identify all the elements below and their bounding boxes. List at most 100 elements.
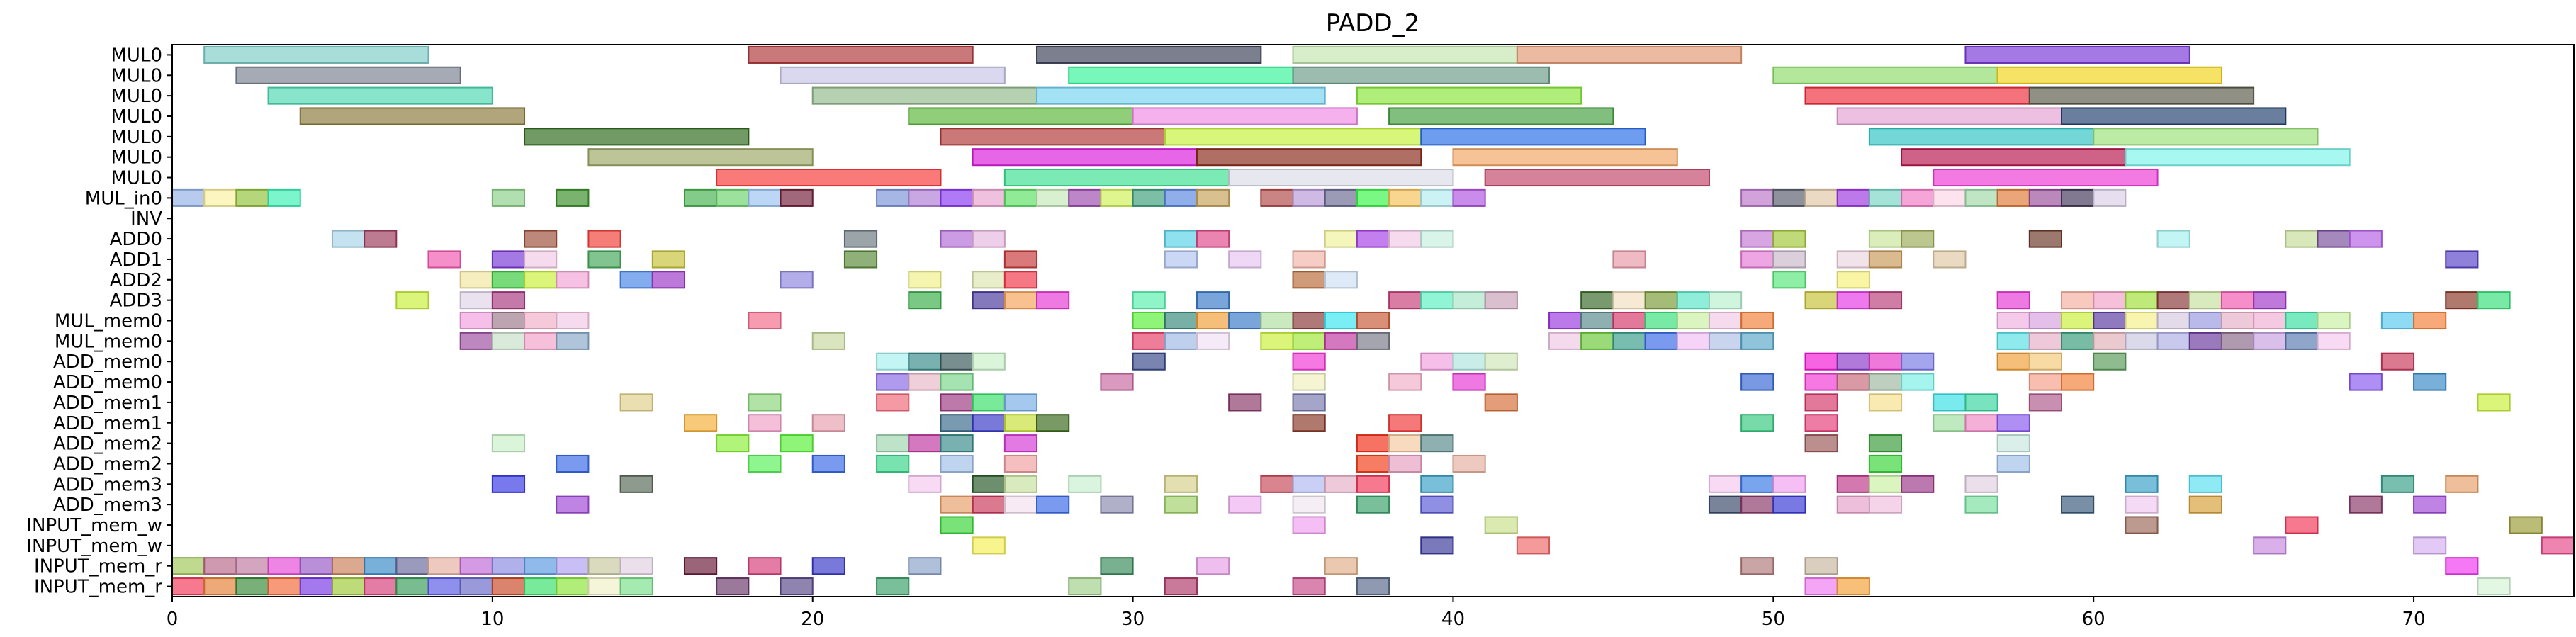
task-bar [1484, 291, 1518, 310]
task-bar [1804, 393, 1838, 412]
row-label: INPUT_mem_w [26, 515, 162, 536]
task-bar [2445, 291, 2479, 310]
task-bar [1772, 250, 1806, 269]
task-bar [1836, 352, 1870, 371]
task-bar [1324, 557, 1358, 575]
task-bar [2061, 107, 2287, 125]
task-bar [1612, 311, 1646, 330]
task-bar [716, 168, 942, 187]
row-label: MUL0 [111, 65, 163, 86]
task-bar [491, 188, 526, 207]
task-bar [1100, 188, 1134, 207]
plot-frame [171, 44, 2575, 597]
task-bar [1196, 148, 1422, 167]
task-bar [1292, 475, 1326, 493]
task-bar [491, 577, 526, 596]
task-bar [780, 188, 814, 207]
task-bar [524, 577, 558, 596]
task-bar [876, 188, 910, 207]
task-bar [1580, 291, 1614, 310]
task-bar [2188, 291, 2222, 310]
task-bar [1772, 475, 1806, 493]
task-bar [748, 45, 974, 64]
task-bar [1100, 495, 1134, 514]
task-bar [940, 393, 974, 412]
task-bar [1420, 128, 1646, 146]
task-bar [1644, 291, 1678, 310]
task-bar [1740, 414, 1774, 432]
task-bar [2125, 311, 2159, 330]
row-label: INPUT_mem_r [34, 556, 162, 577]
task-bar [1933, 414, 1967, 432]
task-bar [491, 271, 526, 289]
task-bar [1292, 66, 1551, 84]
task-bar [1644, 311, 1678, 330]
task-bar [2156, 230, 2190, 248]
task-bar [524, 128, 750, 146]
task-bar [2156, 311, 2190, 330]
task-bar [1388, 434, 1422, 453]
task-bar [1292, 373, 1326, 391]
x-tick-label: 70 [2402, 609, 2426, 630]
task-bar [1292, 45, 1518, 64]
task-bar [1164, 250, 1198, 269]
task-bar [1260, 311, 1294, 330]
task-bar [1740, 475, 1774, 493]
task-bar [748, 414, 782, 432]
task-bar [1836, 188, 1870, 207]
x-tick-label: 0 [167, 609, 179, 630]
task-bar [2125, 291, 2159, 310]
task-bar [908, 107, 1134, 125]
task-bar [1772, 495, 1806, 514]
task-bar [1132, 311, 1166, 330]
task-bar [1868, 188, 1903, 207]
task-bar [299, 107, 526, 125]
task-bar [1228, 393, 1262, 412]
task-bar [1708, 475, 1743, 493]
task-bar [1708, 495, 1743, 514]
task-bar [427, 557, 461, 575]
task-bar [908, 188, 942, 207]
task-bar [1388, 414, 1422, 432]
task-bar [908, 373, 942, 391]
task-bar [1036, 495, 1070, 514]
task-bar [491, 291, 526, 310]
task-bar [556, 454, 590, 473]
task-bar [1484, 393, 1518, 412]
task-bar [1356, 188, 1390, 207]
task-bar [2253, 311, 2287, 330]
task-bar [1356, 577, 1390, 596]
row-label: ADD3 [110, 291, 162, 312]
task-bar [1356, 475, 1390, 493]
task-bar [2285, 230, 2319, 248]
task-bar [1388, 373, 1422, 391]
task-bar [1228, 250, 1262, 269]
task-bar [1324, 475, 1358, 493]
task-bar [1324, 271, 1358, 289]
task-bar [2445, 475, 2479, 493]
task-bar [1420, 434, 1454, 453]
task-bar [940, 352, 974, 371]
task-bar [1164, 475, 1198, 493]
task-bar [1452, 188, 1486, 207]
row-label: MUL_mem0 [55, 331, 162, 352]
task-bar [2188, 311, 2222, 330]
task-bar [1804, 414, 1838, 432]
task-bar [2477, 291, 2511, 310]
task-bar [1292, 414, 1326, 432]
task-bar [1708, 332, 1743, 350]
task-bar [1452, 373, 1486, 391]
task-bar [1933, 168, 2159, 187]
task-bar [2125, 475, 2159, 493]
task-bar [2061, 188, 2095, 207]
task-bar [2380, 311, 2415, 330]
task-bar [683, 188, 718, 207]
task-bar [587, 577, 621, 596]
task-bar [1164, 577, 1198, 596]
row-label: INV [130, 208, 162, 230]
task-bar [587, 250, 621, 269]
task-bar [908, 557, 942, 575]
task-bar [716, 188, 750, 207]
task-bar [972, 536, 1006, 555]
task-bar [1324, 311, 1358, 330]
